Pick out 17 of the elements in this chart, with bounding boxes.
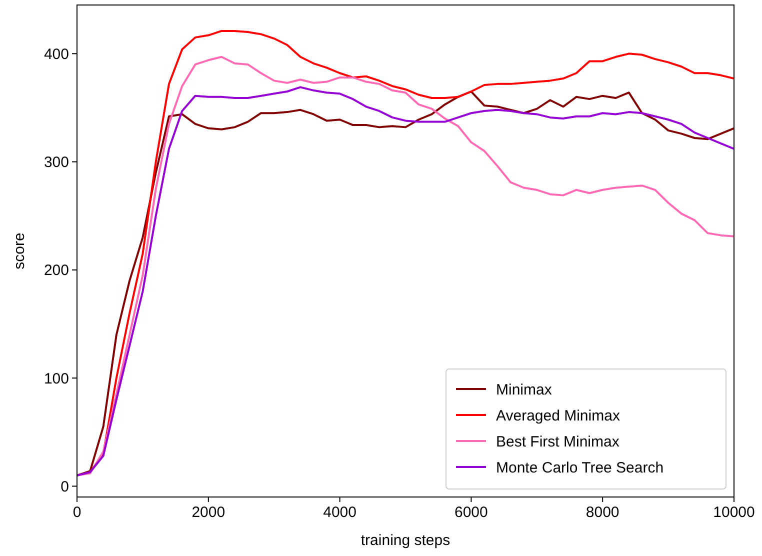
- x-tick-label: 2000: [192, 504, 226, 521]
- y-tick-label: 100: [44, 370, 69, 388]
- y-tick-label: 400: [44, 46, 69, 63]
- legend-label: Averaged Minimax: [496, 407, 620, 424]
- y-tick-label: 300: [44, 154, 69, 172]
- legend-label: Monte Carlo Tree Search: [496, 459, 664, 476]
- y-tick-label: 0: [60, 478, 69, 496]
- x-tick-label: 4000: [323, 504, 356, 521]
- x-axis-title: training steps: [360, 532, 450, 549]
- legend-label: Minimax: [496, 381, 552, 398]
- legend-label: Best First Minimax: [496, 433, 620, 450]
- y-tick-label: 200: [44, 262, 69, 280]
- x-tick-label: 0: [72, 504, 82, 521]
- x-tick-label: 6000: [454, 504, 488, 521]
- y-axis-title: score: [11, 232, 28, 270]
- x-tick-label: 8000: [586, 504, 620, 521]
- x-tick-label: 10000: [713, 504, 755, 521]
